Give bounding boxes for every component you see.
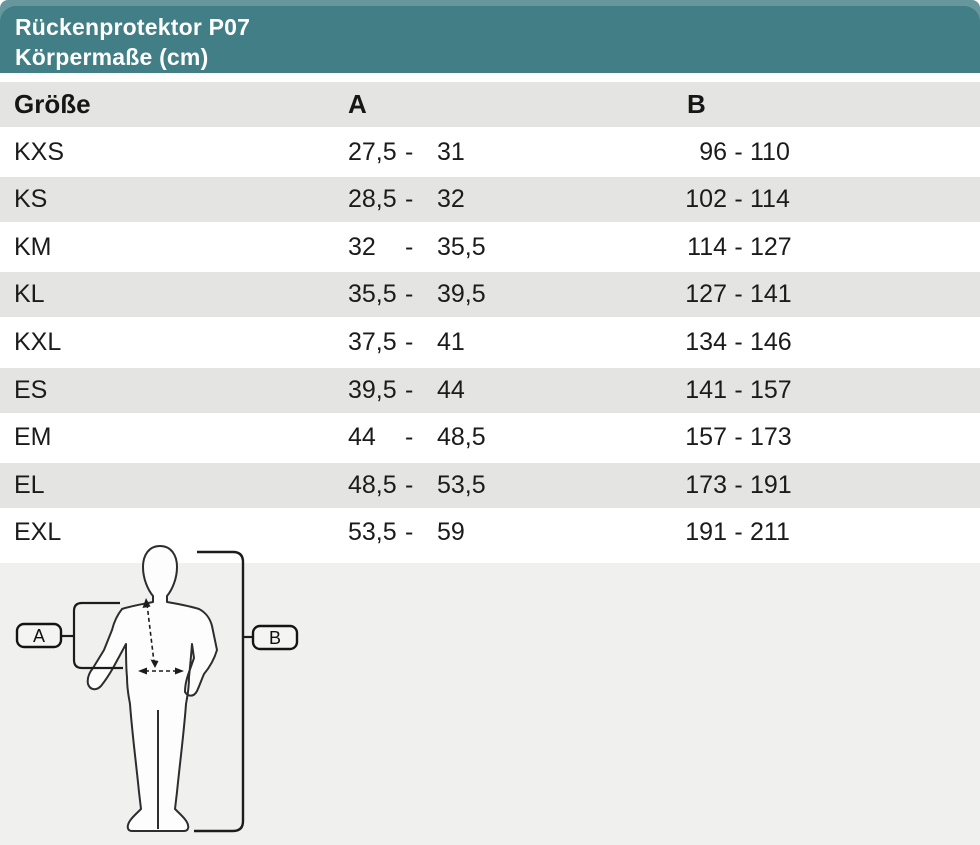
- a-min-cell: 39,5: [348, 375, 397, 404]
- range-dash: -: [405, 423, 414, 452]
- range-dash: -: [734, 232, 743, 261]
- bracket-b: [194, 550, 245, 833]
- size-table: Größe A B KXS 27,5 - 31 96 - 110 KS 28,5…: [0, 82, 980, 558]
- a-min-cell: 37,5: [348, 327, 397, 356]
- size-cell: EM: [14, 423, 52, 452]
- range-dash: -: [734, 375, 743, 404]
- a-max-cell: 53,5: [437, 470, 486, 499]
- range-dash: -: [734, 470, 743, 499]
- body-measurement-diagram: A B: [15, 545, 299, 833]
- size-cell: KXS: [14, 137, 65, 166]
- table-row: KL 35,5 - 39,5 127 - 141: [0, 272, 980, 318]
- range-dash: -: [405, 375, 414, 404]
- arrowhead-left: [138, 667, 147, 675]
- b-min-cell: 173: [685, 470, 727, 499]
- b-max-cell: 127: [750, 232, 792, 261]
- a-max-cell: 31: [437, 137, 465, 166]
- a-max-cell: 39,5: [437, 280, 486, 309]
- a-min-cell: 28,5: [348, 185, 397, 214]
- label-b-text: B: [269, 628, 281, 648]
- a-min-cell: 44: [348, 423, 376, 452]
- a-max-cell: 41: [437, 327, 465, 356]
- b-max-cell: 191: [750, 470, 792, 499]
- range-dash: -: [405, 280, 414, 309]
- range-dash: -: [405, 518, 414, 547]
- a-min-cell: 35,5: [348, 280, 397, 309]
- size-cell: EXL: [14, 518, 62, 547]
- size-cell: EL: [14, 470, 45, 499]
- range-dash: -: [734, 518, 743, 547]
- arrowhead-down: [150, 659, 159, 668]
- column-header-size: Größe: [14, 89, 91, 119]
- range-dash: -: [734, 185, 743, 214]
- size-cell: ES: [14, 375, 48, 404]
- table-row: KM 32 - 35,5 114 - 127: [0, 224, 980, 270]
- table-header-row: Größe A B: [0, 82, 980, 127]
- b-max-cell: 211: [750, 518, 790, 547]
- b-min-cell: 134: [685, 327, 727, 356]
- b-min-cell: 96: [699, 137, 727, 166]
- label-a-text: A: [33, 626, 45, 646]
- b-max-cell: 141: [750, 280, 792, 309]
- table-row: EM 44 - 48,5 157 - 173: [0, 415, 980, 461]
- range-dash: -: [734, 280, 743, 309]
- b-min-cell: 114: [687, 232, 727, 261]
- measure-subtitle: Körpermaße (cm): [15, 43, 209, 70]
- size-cell: KXL: [14, 327, 62, 356]
- table-row: ES 39,5 - 44 141 - 157: [0, 367, 980, 413]
- range-dash: -: [734, 327, 743, 356]
- table-row: KXL 37,5 - 41 134 - 146: [0, 319, 980, 365]
- b-min-cell: 127: [685, 280, 727, 309]
- a-max-cell: 44: [437, 375, 465, 404]
- range-dash: -: [405, 137, 414, 166]
- table-row: KS 28,5 - 32 102 - 114: [0, 177, 980, 223]
- label-b-box: [251, 624, 299, 651]
- a-max-cell: 59: [437, 518, 465, 547]
- arrowhead-right: [175, 667, 184, 675]
- product-title: Rückenprotektor P07: [15, 14, 251, 40]
- range-dash: -: [405, 470, 414, 499]
- chart-header: Rückenprotektor P07 Körpermaße (cm): [0, 6, 980, 73]
- arrowhead-up: [142, 598, 151, 608]
- size-cell: KL: [14, 280, 45, 309]
- column-header-b: B: [687, 89, 706, 119]
- b-min-cell: 141: [685, 375, 727, 404]
- a-max-cell: 32: [437, 185, 465, 214]
- b-min-cell: 191: [685, 518, 727, 547]
- a-max-cell: 35,5: [437, 232, 486, 261]
- b-min-cell: 102: [685, 185, 727, 214]
- range-dash: -: [405, 185, 414, 214]
- size-cell: KM: [14, 232, 52, 261]
- range-dash: -: [734, 423, 743, 452]
- a-min-cell: 27,5: [348, 137, 397, 166]
- b-min-cell: 157: [685, 423, 727, 452]
- range-dash: -: [734, 137, 743, 166]
- column-header-a: A: [348, 89, 367, 119]
- a-max-cell: 48,5: [437, 423, 486, 452]
- b-max-cell: 146: [750, 327, 792, 356]
- b-max-cell: 110: [750, 137, 790, 166]
- a-min-cell: 48,5: [348, 470, 397, 499]
- table-row: KXS 27,5 - 31 96 - 110: [0, 129, 980, 175]
- range-dash: -: [405, 232, 414, 261]
- size-cell: KS: [14, 185, 48, 214]
- label-a-box: [15, 622, 63, 649]
- human-figure-outline: [86, 545, 218, 832]
- b-max-cell: 173: [750, 423, 792, 452]
- table-row: EL 48,5 - 53,5 173 - 191: [0, 462, 980, 508]
- a-min-cell: 53,5: [348, 518, 397, 547]
- range-dash: -: [405, 327, 414, 356]
- b-max-cell: 114: [750, 185, 790, 214]
- back-length-dashed-line: [146, 603, 155, 663]
- a-min-cell: 32: [348, 232, 376, 261]
- b-max-cell: 157: [750, 375, 792, 404]
